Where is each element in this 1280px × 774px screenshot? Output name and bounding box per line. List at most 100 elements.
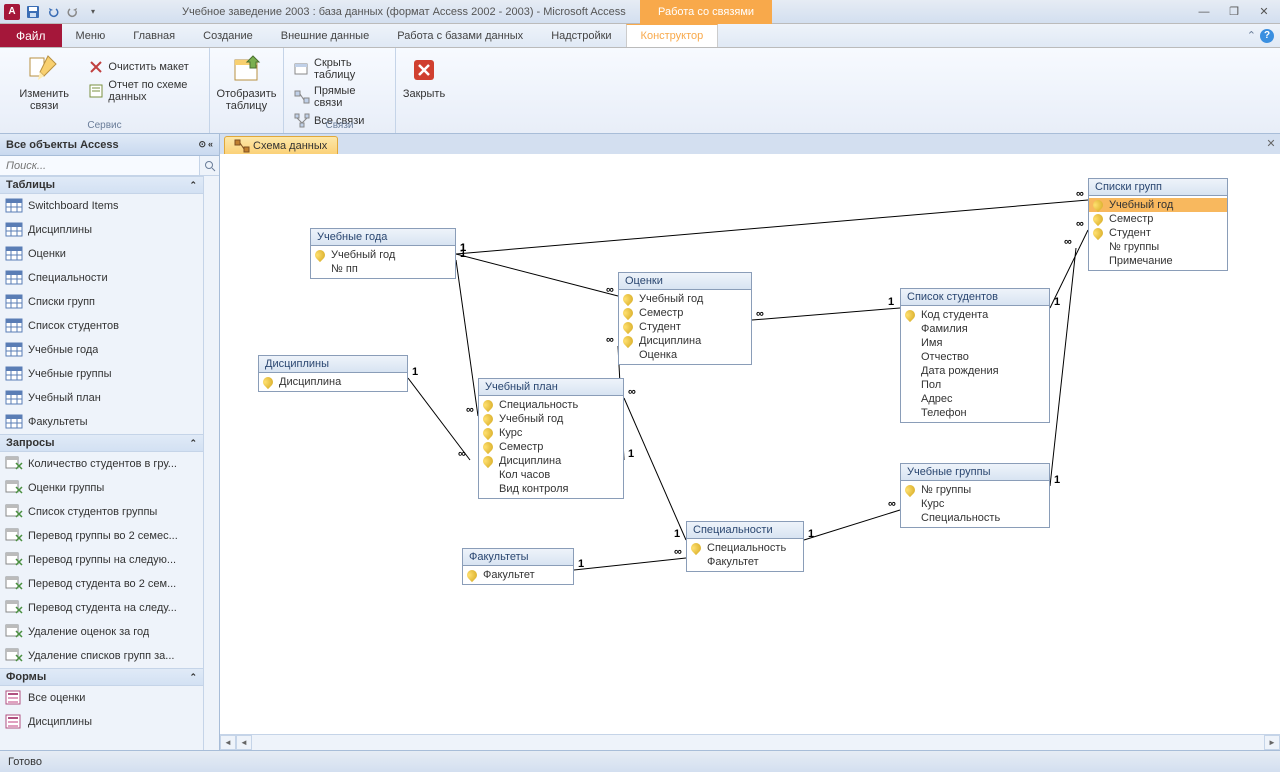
table-box[interactable]: Список студентовКод студентаФамилияИмяОт… <box>900 288 1050 423</box>
nav-item[interactable]: Учебный план <box>0 386 203 410</box>
restore-button[interactable]: ❐ <box>1222 4 1246 20</box>
nav-item[interactable]: Все оценки <box>0 686 203 710</box>
nav-item[interactable]: Список студентов группы <box>0 500 203 524</box>
file-tab[interactable]: Файл <box>0 24 62 47</box>
nav-item[interactable]: Факультеты <box>0 410 203 434</box>
table-field[interactable]: Дата рождения <box>901 364 1049 378</box>
nav-item[interactable]: Перевод группы во 2 семес... <box>0 524 203 548</box>
menu-tab[interactable]: Работа с базами данных <box>383 24 537 47</box>
search-input[interactable] <box>0 156 199 175</box>
table-box[interactable]: ДисциплиныДисциплина <box>258 355 408 392</box>
table-field[interactable]: Семестр <box>1089 212 1227 226</box>
menu-tab[interactable]: Создание <box>189 24 267 47</box>
table-field[interactable]: Дисциплина <box>479 454 623 468</box>
table-field[interactable]: № пп <box>311 262 455 276</box>
nav-item[interactable]: Перевод группы на следую... <box>0 548 203 572</box>
nav-category[interactable]: Таблицы⌃ <box>0 176 203 194</box>
nav-item[interactable]: Списки групп <box>0 290 203 314</box>
relations-canvas[interactable]: 1∞1∞1∞1∞∞11∞∞11∞1∞1∞1∞ Учебные годаУчебн… <box>220 154 1280 734</box>
table-box[interactable]: Учебные группы№ группыКурсСпециальность <box>900 463 1050 528</box>
close-button[interactable]: ✕ <box>1252 4 1276 20</box>
nav-header[interactable]: Все объекты Access ⊙« <box>0 134 219 156</box>
table-box[interactable]: СпециальностиСпециальностьФакультет <box>686 521 804 572</box>
nav-item[interactable]: Учебные группы <box>0 362 203 386</box>
table-field[interactable]: Дисциплина <box>619 334 751 348</box>
table-field[interactable]: Семестр <box>619 306 751 320</box>
scroll-left-icon[interactable]: ◄ <box>236 735 252 750</box>
table-field[interactable]: Дисциплина <box>259 375 407 389</box>
direct-relations-button[interactable]: Прямые связи <box>292 84 387 110</box>
nav-item[interactable]: Оценки <box>0 242 203 266</box>
table-field[interactable]: Специальность <box>687 541 803 555</box>
nav-scrollbar[interactable] <box>203 176 219 750</box>
help-icon[interactable]: ? <box>1260 29 1274 43</box>
table-field[interactable]: Факультет <box>687 555 803 569</box>
table-field[interactable]: Фамилия <box>901 322 1049 336</box>
table-box[interactable]: Учебные годаУчебный год№ пп <box>310 228 456 279</box>
table-box[interactable]: Учебный планСпециальностьУчебный годКурс… <box>478 378 624 499</box>
table-field[interactable]: Отчество <box>901 350 1049 364</box>
tab-schema[interactable]: Схема данных <box>224 136 338 154</box>
table-field[interactable]: Учебный год <box>311 248 455 262</box>
nav-item[interactable]: Оценки группы <box>0 476 203 500</box>
minimize-button[interactable]: — <box>1192 4 1216 20</box>
table-field[interactable]: Пол <box>901 378 1049 392</box>
table-field[interactable]: Вид контроля <box>479 482 623 496</box>
nav-item[interactable]: Дисциплины <box>0 218 203 242</box>
nav-item[interactable]: Учебные года <box>0 338 203 362</box>
table-field[interactable]: Специальность <box>479 398 623 412</box>
tab-close-button[interactable]: ✕ <box>1264 136 1278 150</box>
qat-dropdown-icon[interactable]: ▾ <box>84 3 102 21</box>
table-field[interactable]: Специальность <box>901 511 1049 525</box>
table-field[interactable]: Учебный год <box>1089 198 1227 212</box>
table-field[interactable]: Код студента <box>901 308 1049 322</box>
nav-collapse-icon[interactable]: « <box>208 139 213 150</box>
table-field[interactable]: Примечание <box>1089 254 1227 268</box>
table-field[interactable]: Факультет <box>463 568 573 582</box>
table-field[interactable]: Кол часов <box>479 468 623 482</box>
table-box[interactable]: ФакультетыФакультет <box>462 548 574 585</box>
minimize-ribbon-icon[interactable]: ⌃ <box>1247 29 1256 42</box>
edit-relations-button[interactable]: Изменить связи <box>8 52 80 114</box>
menu-tab[interactable]: Конструктор <box>626 24 719 47</box>
undo-icon[interactable] <box>44 3 62 21</box>
table-field[interactable]: Учебный год <box>619 292 751 306</box>
table-field[interactable]: Студент <box>1089 226 1227 240</box>
nav-item[interactable]: Перевод студента во 2 сем... <box>0 572 203 596</box>
nav-item[interactable]: Switchboard Items <box>0 194 203 218</box>
redo-icon[interactable] <box>64 3 82 21</box>
menu-tab[interactable]: Надстройки <box>537 24 625 47</box>
nav-item[interactable]: Удаление списков групп за... <box>0 644 203 668</box>
nav-item[interactable]: Количество студентов в гру... <box>0 452 203 476</box>
table-box[interactable]: ОценкиУчебный годСеместрСтудентДисциплин… <box>618 272 752 365</box>
table-field[interactable]: Оценка <box>619 348 751 362</box>
horizontal-scrollbar[interactable]: ◄ ◄ ► <box>220 734 1280 750</box>
save-icon[interactable] <box>24 3 42 21</box>
menu-tab[interactable]: Внешние данные <box>267 24 383 47</box>
nav-item[interactable]: Удаление оценок за год <box>0 620 203 644</box>
nav-category[interactable]: Запросы⌃ <box>0 434 203 452</box>
menu-tab[interactable]: Главная <box>119 24 189 47</box>
nav-dropdown-icon[interactable]: ⊙ <box>198 139 206 150</box>
table-field[interactable]: Семестр <box>479 440 623 454</box>
table-field[interactable]: Курс <box>901 497 1049 511</box>
table-field[interactable]: Телефон <box>901 406 1049 420</box>
search-icon[interactable] <box>199 156 219 175</box>
table-field[interactable]: Учебный год <box>479 412 623 426</box>
show-table-button[interactable]: Отобразить таблицу <box>218 52 275 114</box>
nav-category[interactable]: Формы⌃ <box>0 668 203 686</box>
nav-item[interactable]: Дисциплины <box>0 710 203 734</box>
clear-layout-button[interactable]: Очистить макет <box>86 58 201 76</box>
table-field[interactable]: № группы <box>1089 240 1227 254</box>
table-field[interactable]: Студент <box>619 320 751 334</box>
table-field[interactable]: Курс <box>479 426 623 440</box>
close-relations-button[interactable]: Закрыть <box>404 52 444 102</box>
nav-item[interactable]: Список студентов <box>0 314 203 338</box>
nav-item[interactable]: Перевод студента на следу... <box>0 596 203 620</box>
scroll-right-icon[interactable]: ► <box>1264 735 1280 750</box>
table-field[interactable]: Имя <box>901 336 1049 350</box>
menu-tab[interactable]: Меню <box>62 24 120 47</box>
table-field[interactable]: Адрес <box>901 392 1049 406</box>
scroll-left-icon[interactable]: ◄ <box>220 735 236 750</box>
table-field[interactable]: № группы <box>901 483 1049 497</box>
